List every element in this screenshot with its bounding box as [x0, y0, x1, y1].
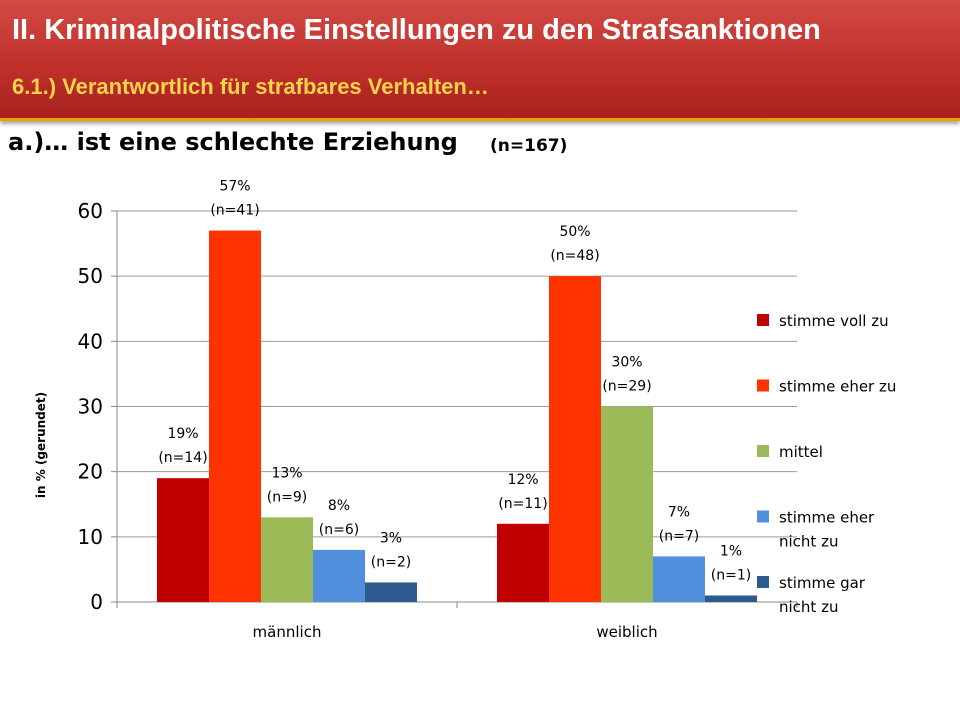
question-title: a.)… ist eine schlechte Erziehung	[8, 128, 458, 156]
bar	[601, 406, 653, 602]
data-label-count: (n=29)	[602, 379, 651, 395]
data-label-count: (n=7)	[659, 528, 699, 544]
legend-swatch	[757, 510, 769, 523]
data-label-percent: 12%	[507, 472, 538, 488]
legend-swatch	[757, 445, 769, 457]
bar-chart: 0 10 20 30 40 50 60 19% (n=14) 57% (n=41) 13% (n=9) 8…	[34, 179, 896, 641]
bar	[549, 276, 601, 602]
bar	[157, 478, 209, 602]
data-label-percent: 50%	[559, 224, 590, 240]
y-tick-label: 30	[78, 395, 103, 419]
y-axis-title: in % (gerundet)	[34, 392, 48, 498]
legend-swatch	[757, 576, 769, 588]
data-label-count: (n=9)	[267, 489, 307, 505]
bar	[261, 517, 313, 602]
x-category-label: männlich	[253, 623, 322, 641]
y-tick-label: 20	[78, 460, 103, 484]
data-label-percent: 7%	[668, 504, 690, 520]
legend-label: stimme eher	[779, 509, 875, 527]
bar	[653, 556, 705, 602]
legend-label: nicht zu	[779, 533, 838, 551]
title-banner: II. Kriminalpolitische Einstellungen zu …	[0, 0, 960, 121]
y-tick-label: 60	[78, 199, 103, 223]
y-tick-label: 50	[78, 264, 103, 288]
sample-size-label: (n=167)	[490, 136, 568, 156]
legend-swatch	[757, 379, 769, 392]
legend-swatch	[757, 314, 769, 326]
bar	[209, 230, 261, 603]
legend-label: stimme gar	[779, 574, 866, 592]
data-label-percent: 13%	[271, 465, 302, 481]
bar	[313, 549, 365, 602]
data-label-percent: 57%	[219, 179, 250, 195]
legend-label: stimme voll zu	[779, 312, 889, 330]
bar	[497, 523, 549, 602]
data-label-percent: 1%	[720, 543, 742, 559]
data-label-count: (n=6)	[319, 522, 359, 538]
data-label-count: (n=14)	[158, 450, 207, 466]
data-label-percent: 8%	[328, 498, 350, 514]
legend-label: mittel	[779, 443, 823, 461]
bar	[705, 595, 757, 602]
legend-label: nicht zu	[779, 598, 838, 616]
data-label-count: (n=11)	[498, 496, 547, 512]
y-tick-label: 10	[78, 525, 103, 549]
y-tick-label: 0	[90, 590, 103, 614]
x-category-label: weiblich	[596, 623, 657, 641]
data-label-count: (n=48)	[550, 248, 599, 264]
slide-title: II. Kriminalpolitische Einstellungen zu …	[12, 14, 821, 46]
data-label-percent: 19%	[167, 426, 198, 442]
data-label-count: (n=2)	[371, 554, 411, 570]
y-tick-label: 40	[78, 329, 103, 353]
data-label-count: (n=41)	[210, 203, 259, 219]
data-label-percent: 3%	[380, 530, 402, 546]
data-label-percent: 30%	[611, 355, 642, 371]
legend-label: stimme eher zu	[779, 378, 896, 396]
data-label-count: (n=1)	[711, 567, 751, 583]
bar	[365, 582, 417, 602]
slide-subtitle: 6.1.) Verantwortlich für strafbares Verh…	[12, 74, 489, 99]
